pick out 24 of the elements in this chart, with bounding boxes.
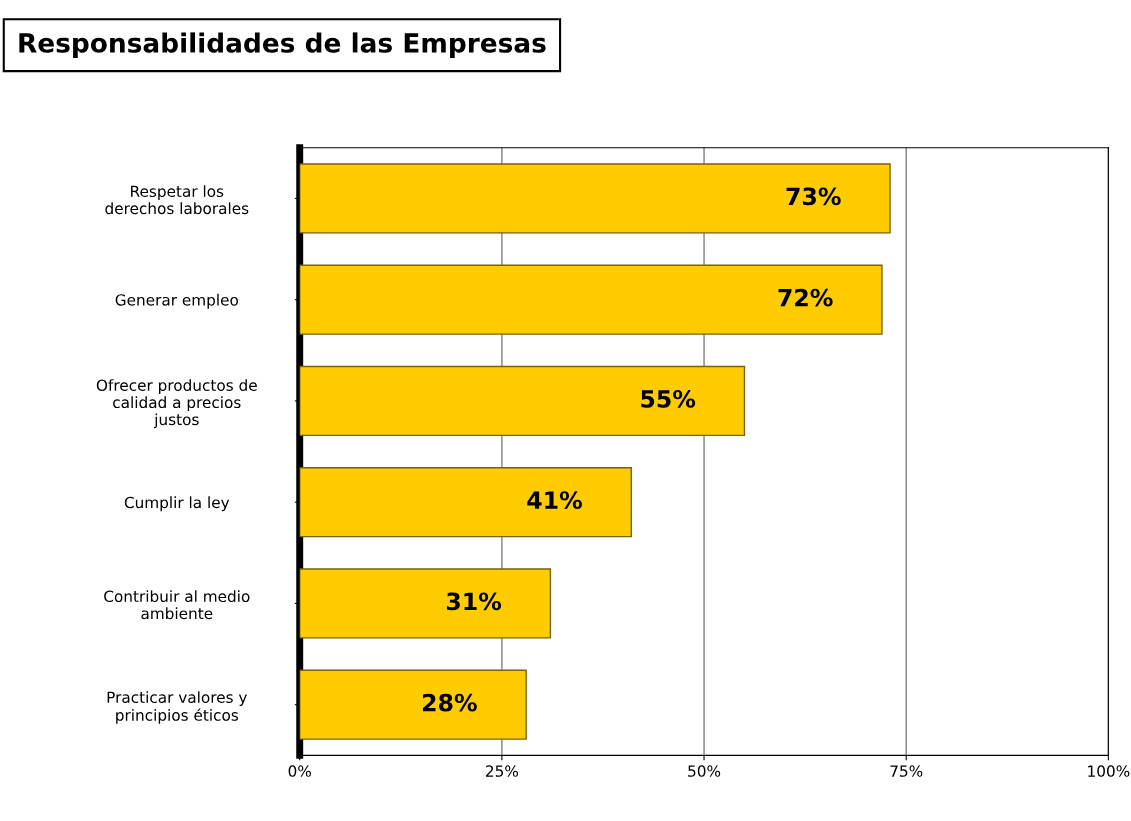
- x-tick-label: 75%: [890, 765, 923, 777]
- data-label: 41%: [527, 491, 582, 510]
- x-tick-label: 0%: [288, 765, 311, 777]
- x-tick-label: 50%: [688, 765, 721, 777]
- data-label: 28%: [422, 693, 477, 712]
- x-tick-label: 25%: [486, 765, 519, 777]
- y-tick-label: Respetar los derechos laborales: [105, 185, 249, 215]
- bar: [299, 467, 632, 538]
- bar: [299, 365, 746, 437]
- data-label: 31%: [446, 592, 502, 611]
- y-tick-label: Contribuir al medio ambiente: [104, 590, 250, 620]
- bar: [299, 163, 891, 234]
- data-label: 72%: [778, 288, 833, 307]
- bar: [299, 264, 883, 335]
- bar: [299, 669, 527, 740]
- bar: [299, 568, 552, 639]
- y-tick-label: Cumplir la ley: [124, 496, 230, 512]
- y-tick-label: Practicar valores y principios éticos: [107, 691, 247, 724]
- data-label: 55%: [641, 389, 696, 408]
- chart-title: Responsabilidades de las Empresas: [19, 32, 546, 58]
- x-tick-label: 100%: [1088, 765, 1130, 777]
- y-tick-label: Generar empleo: [115, 293, 238, 309]
- y-tick-label: Ofrecer productos de calidad a precios justos: [96, 379, 257, 429]
- data-label: 73%: [786, 187, 841, 206]
